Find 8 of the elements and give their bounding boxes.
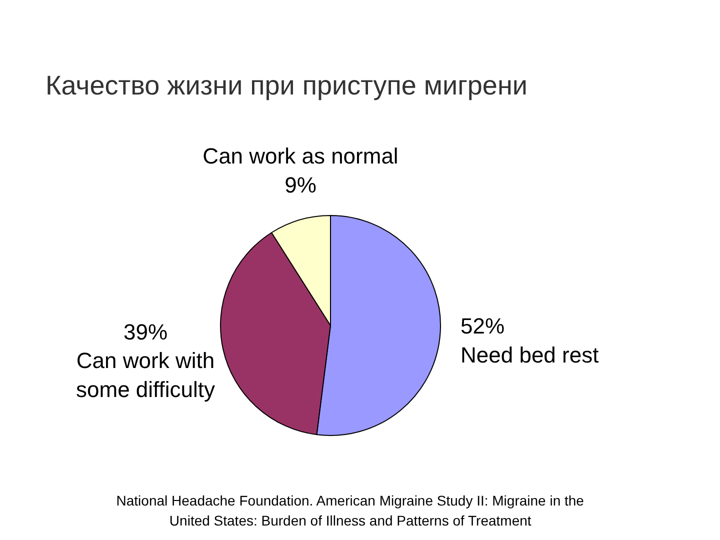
data-label: 52% bbox=[460, 314, 505, 339]
slice-label: Need bed rest bbox=[460, 342, 599, 368]
data-label: 9% bbox=[284, 172, 316, 198]
data-label: 39% bbox=[123, 319, 168, 344]
chart-title: Качество жизни при приступе мигрени bbox=[46, 70, 528, 100]
slice-label: Can work with some difficulty bbox=[76, 348, 215, 402]
text: National Headache Foundation. American Migraine Study II: Migraine in the United States: Burden of Illness and Patterns of Treatment bbox=[116, 492, 584, 528]
slice-label: Can work as normal bbox=[202, 144, 398, 169]
